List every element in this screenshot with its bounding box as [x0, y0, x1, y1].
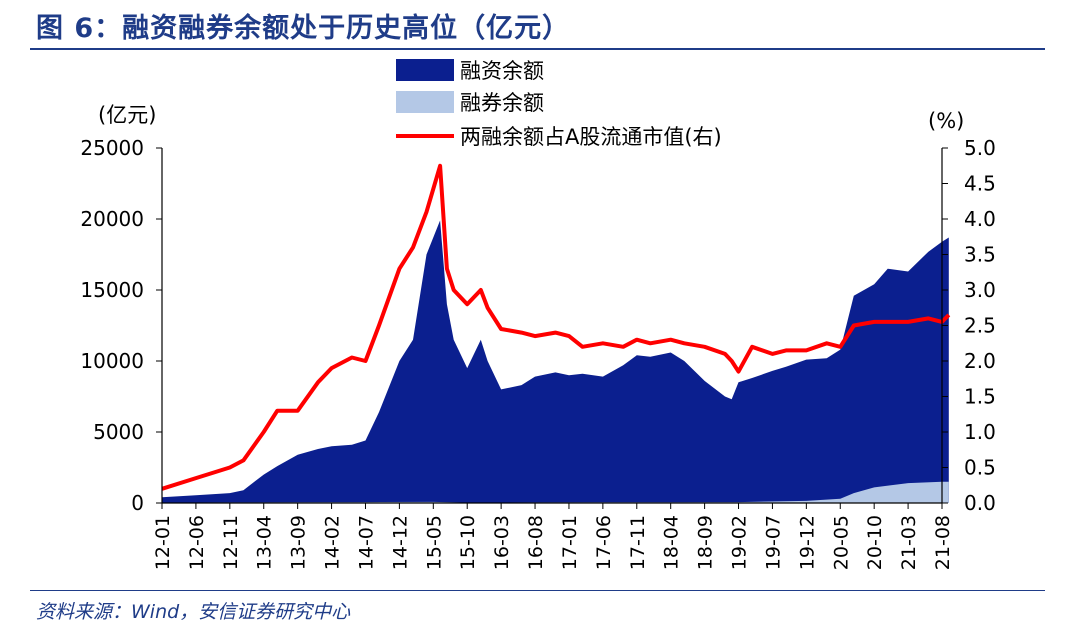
legend-label-1: 融券余额 [460, 91, 544, 115]
x-tick-label: 15-05 [423, 515, 445, 570]
x-tick-label: 21-03 [898, 515, 920, 570]
x-tick-label: 14-12 [389, 515, 411, 570]
right-tick-label: 3.5 [964, 243, 996, 267]
x-tick-label: 14-02 [322, 515, 344, 570]
x-tick-label: 18-09 [695, 515, 717, 570]
legend-swatch-1 [396, 91, 454, 113]
x-tick-label: 14-07 [355, 515, 377, 570]
x-tick-label: 18-04 [661, 515, 683, 570]
x-tick-label: 20-10 [864, 515, 886, 570]
right-tick-label: 4.5 [964, 172, 996, 196]
x-tick-label: 13-09 [288, 515, 310, 570]
left-tick-label: 20000 [80, 207, 144, 231]
right-tick-label: 4.0 [964, 207, 996, 231]
right-tick-label: 2.0 [964, 349, 996, 373]
left-tick-label: 5000 [93, 420, 144, 444]
x-tick-label: 12-01 [152, 515, 174, 570]
title-divider [30, 48, 1045, 50]
left-axis-unit: (亿元) [98, 103, 156, 127]
right-tick-label: 1.0 [964, 420, 996, 444]
left-tick-label: 25000 [80, 136, 144, 160]
x-tick-label: 13-04 [254, 515, 276, 570]
legend-label-0: 融资余额 [460, 59, 544, 83]
x-tick-label: 19-02 [729, 515, 751, 570]
x-tick-label: 16-03 [491, 515, 513, 570]
x-tick-label: 17-11 [627, 515, 649, 570]
source-note: 资料来源：Wind，安信证券研究中心 [36, 601, 351, 623]
x-tick-label: 19-12 [796, 515, 818, 570]
x-tick-label: 12-11 [220, 515, 242, 570]
x-tick-label: 21-08 [932, 515, 954, 570]
right-tick-label: 3.0 [964, 278, 996, 302]
margin-balance-chart: 0 5000 10000 15000 20000 25000 0.0 0.5 1.0 1.5 2.… [80, 59, 996, 570]
legend-label-2: 两融余额占A股流通市值(右) [460, 125, 722, 149]
right-tick-label: 1.5 [964, 385, 996, 409]
right-tick-label: 5.0 [964, 136, 996, 160]
left-tick-label: 15000 [80, 278, 144, 302]
series-area-1 [162, 481, 949, 503]
x-tick-label: 19-07 [762, 515, 784, 570]
x-tick-label: 17-01 [559, 515, 581, 570]
x-tick-label: 12-06 [186, 515, 208, 570]
left-tick-label: 10000 [80, 349, 144, 373]
right-axis-unit: (%) [928, 109, 964, 133]
x-tick-label: 15-10 [457, 515, 479, 570]
right-tick-label: 0.0 [964, 491, 996, 515]
x-tick-label: 20-05 [830, 515, 852, 570]
x-tick-label: 17-06 [593, 515, 615, 570]
series-area-0 [162, 220, 949, 503]
right-tick-label: 2.5 [964, 314, 996, 338]
figure-title: 图 6：融资融券余额处于历史高位（亿元） [36, 13, 571, 44]
series-line-2 [161, 163, 951, 491]
legend-swatch-0 [396, 59, 454, 81]
left-tick-label: 0 [131, 491, 144, 515]
x-tick-label: 16-08 [525, 515, 547, 570]
footer-divider [30, 590, 1045, 591]
right-tick-label: 0.5 [964, 456, 996, 480]
